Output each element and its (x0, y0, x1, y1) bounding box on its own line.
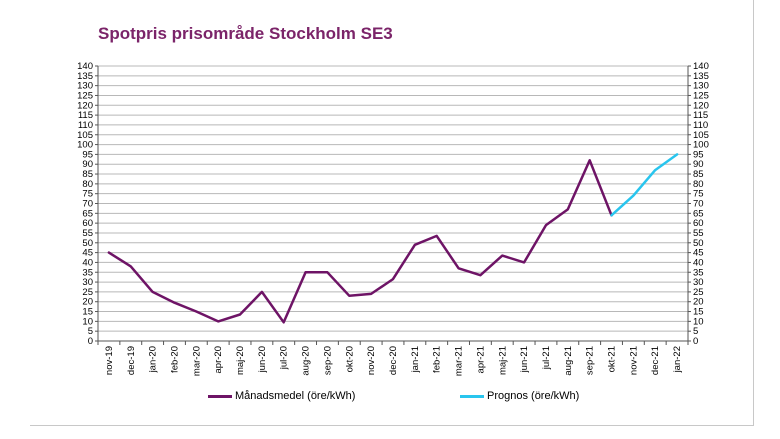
x-tick-label: nov-20 (366, 346, 377, 375)
y-tick-label-left: 120 (77, 100, 93, 111)
y-tick-label-left: 90 (82, 159, 93, 170)
y-tick-label-right: 80 (693, 179, 704, 190)
y-tick-label-right: 140 (693, 61, 709, 72)
y-tick-label-left: 55 (82, 228, 93, 239)
y-tick-label-left: 40 (82, 257, 93, 268)
y-tick-label-right: 45 (693, 248, 704, 259)
y-tick-label-left: 140 (77, 61, 93, 72)
y-tick-label-right: 75 (693, 189, 704, 200)
x-tick-label: dec-21 (650, 346, 661, 375)
x-tick-label: dec-19 (126, 346, 137, 375)
y-tick-label-left: 25 (82, 287, 93, 298)
x-tick-label: sep-20 (322, 346, 333, 375)
y-tick-label-left: 0 (88, 336, 93, 347)
x-tick-label: jun-20 (257, 346, 268, 373)
x-tick-label: jan-20 (148, 346, 159, 373)
x-tick-label: okt-21 (607, 346, 618, 372)
x-tick-label: jul-21 (541, 346, 552, 370)
x-tick-label: okt-20 (344, 346, 355, 372)
y-tick-label-right: 105 (693, 130, 709, 141)
y-tick-label-left: 45 (82, 248, 93, 259)
y-tick-label-left: 95 (82, 149, 93, 160)
y-tick-label-right: 85 (693, 169, 704, 180)
y-tick-label-left: 105 (77, 130, 93, 141)
y-tick-label-left: 70 (82, 199, 93, 210)
x-tick-label: mar-20 (191, 346, 202, 376)
y-tick-label-left: 85 (82, 169, 93, 180)
chart-title: Spotpris prisområde Stockholm SE3 (98, 24, 393, 43)
x-tick-label: aug-20 (301, 346, 312, 376)
y-tick-label-left: 75 (82, 189, 93, 200)
y-tick-label-right: 100 (693, 140, 709, 151)
y-tick-label-right: 95 (693, 149, 704, 160)
y-tick-label-left: 135 (77, 71, 93, 82)
y-tick-label-right: 130 (693, 81, 709, 92)
x-tick-label: jul-20 (279, 346, 290, 370)
y-tick-label-right: 30 (693, 277, 704, 288)
y-tick-label-right: 65 (693, 208, 704, 219)
y-tick-label-left: 30 (82, 277, 93, 288)
series-line-0 (107, 159, 613, 324)
y-tick-label-left: 115 (78, 110, 93, 121)
y-tick-label-left: 50 (82, 238, 93, 249)
y-tick-label-left: 20 (82, 297, 93, 308)
y-tick-label-right: 40 (693, 257, 704, 268)
y-tick-label-right: 115 (693, 110, 708, 121)
y-tick-label-left: 80 (82, 179, 93, 190)
y-tick-label-left: 110 (78, 120, 93, 131)
legend-swatch-forecast (460, 394, 484, 398)
y-tick-label-right: 110 (693, 120, 708, 131)
y-tick-label-right: 50 (693, 238, 704, 249)
x-tick-label: mar-21 (454, 346, 465, 376)
y-tick-label-right: 55 (693, 228, 704, 239)
y-tick-label-right: 5 (693, 326, 698, 337)
x-tick-label: jun-21 (519, 346, 530, 373)
x-tick-label: aug-21 (563, 346, 574, 376)
y-tick-label-left: 60 (82, 218, 93, 229)
y-tick-label-left: 35 (82, 267, 93, 278)
x-tick-label: jan-21 (410, 346, 421, 373)
legend-swatch-actual (208, 394, 232, 398)
x-tick-label: apr-21 (475, 346, 486, 373)
y-tick-label-right: 70 (693, 199, 704, 210)
x-tick-label: maj-20 (235, 346, 246, 375)
legend-item-actual: Månadsmedel (öre/kWh) (208, 389, 355, 403)
series-line-1 (610, 153, 679, 217)
x-tick-label: feb-20 (169, 346, 180, 373)
y-tick-label-right: 60 (693, 218, 704, 229)
y-tick-label-right: 20 (693, 297, 704, 308)
y-tick-label-left: 10 (82, 316, 93, 327)
y-tick-label-right: 90 (693, 159, 704, 170)
frame-right-border (753, 0, 754, 426)
legend-item-forecast: Prognos (öre/kWh) (460, 389, 579, 403)
legend-label-actual: Månadsmedel (öre/kWh) (235, 390, 356, 402)
x-tick-label: feb-21 (432, 346, 443, 373)
x-tick-label: nov-21 (628, 346, 639, 375)
x-tick-label: sep-21 (585, 346, 596, 375)
y-tick-label-right: 125 (693, 90, 709, 101)
y-tick-label-left: 130 (77, 81, 93, 92)
y-tick-label-right: 0 (693, 336, 698, 347)
x-tick-label: maj-21 (497, 346, 508, 375)
y-tick-label-right: 10 (693, 316, 704, 327)
x-tick-label: nov-19 (104, 346, 115, 375)
y-tick-label-left: 15 (82, 307, 93, 318)
y-tick-label-left: 5 (88, 326, 93, 337)
y-tick-label-right: 35 (693, 267, 704, 278)
y-tick-label-right: 15 (693, 307, 704, 318)
y-tick-label-right: 120 (693, 100, 709, 111)
y-tick-label-right: 135 (693, 71, 709, 82)
legend-label-forecast: Prognos (öre/kWh) (487, 390, 580, 402)
x-tick-label: apr-20 (213, 346, 224, 373)
x-tick-label: jan-22 (672, 346, 683, 373)
y-tick-label-right: 25 (693, 287, 704, 298)
frame-bottom-border (30, 425, 754, 426)
y-tick-label-left: 125 (77, 90, 93, 101)
y-tick-label-left: 100 (77, 140, 93, 151)
y-tick-label-left: 65 (82, 208, 93, 219)
x-tick-label: dec-20 (388, 346, 399, 375)
